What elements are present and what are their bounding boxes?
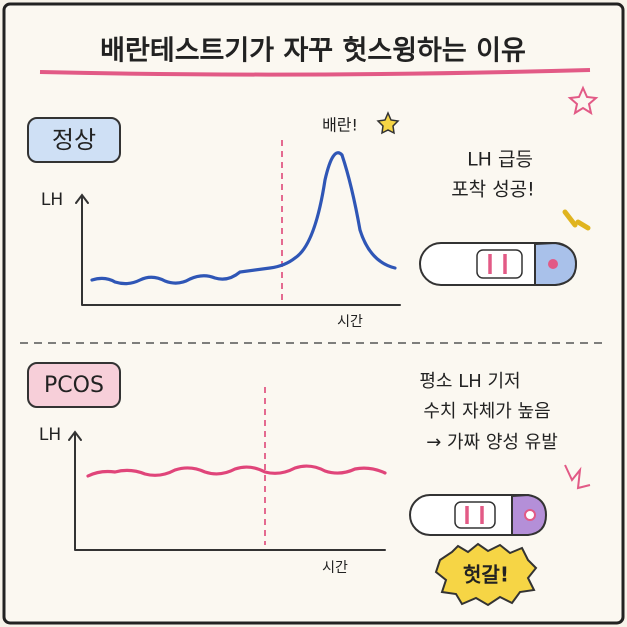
lh-curve xyxy=(90,151,397,286)
section-label-box xyxy=(27,117,121,163)
peak-note: 배란! xyxy=(322,116,358,135)
result-window xyxy=(476,249,523,279)
axes xyxy=(68,430,386,551)
note-line: 평소 LH 기저 xyxy=(419,371,520,392)
section-label: PCOS xyxy=(44,373,104,398)
y-axis-label: LH xyxy=(39,425,61,445)
spark xyxy=(564,464,591,490)
section-label: 정상 xyxy=(52,126,96,154)
y-axis-label: LH xyxy=(41,190,63,210)
x-axis-label: 시간 xyxy=(322,560,348,576)
star-icon xyxy=(376,111,400,135)
spark xyxy=(562,209,591,231)
section-label-box xyxy=(27,362,121,408)
title-underline xyxy=(39,68,591,77)
stick-dot xyxy=(524,509,536,521)
star-icon xyxy=(567,85,599,116)
note-line: LH 급등 xyxy=(467,149,533,171)
badge-text: 헛갈! xyxy=(463,563,509,587)
badge-burst xyxy=(434,542,538,607)
stick-dot xyxy=(548,259,558,269)
x-axis-label: 시간 xyxy=(337,314,363,330)
note-line: 수치 자체가 높음 xyxy=(423,401,550,422)
lh-curve xyxy=(86,464,387,478)
axes xyxy=(75,193,401,306)
note-line: → 가짜 양성 유발 xyxy=(426,432,558,453)
result-window xyxy=(454,501,496,529)
note-line: 포착 성공! xyxy=(451,179,535,201)
title: 배란테스트기가 자꾸 헛스윙하는 이유 xyxy=(100,36,526,67)
